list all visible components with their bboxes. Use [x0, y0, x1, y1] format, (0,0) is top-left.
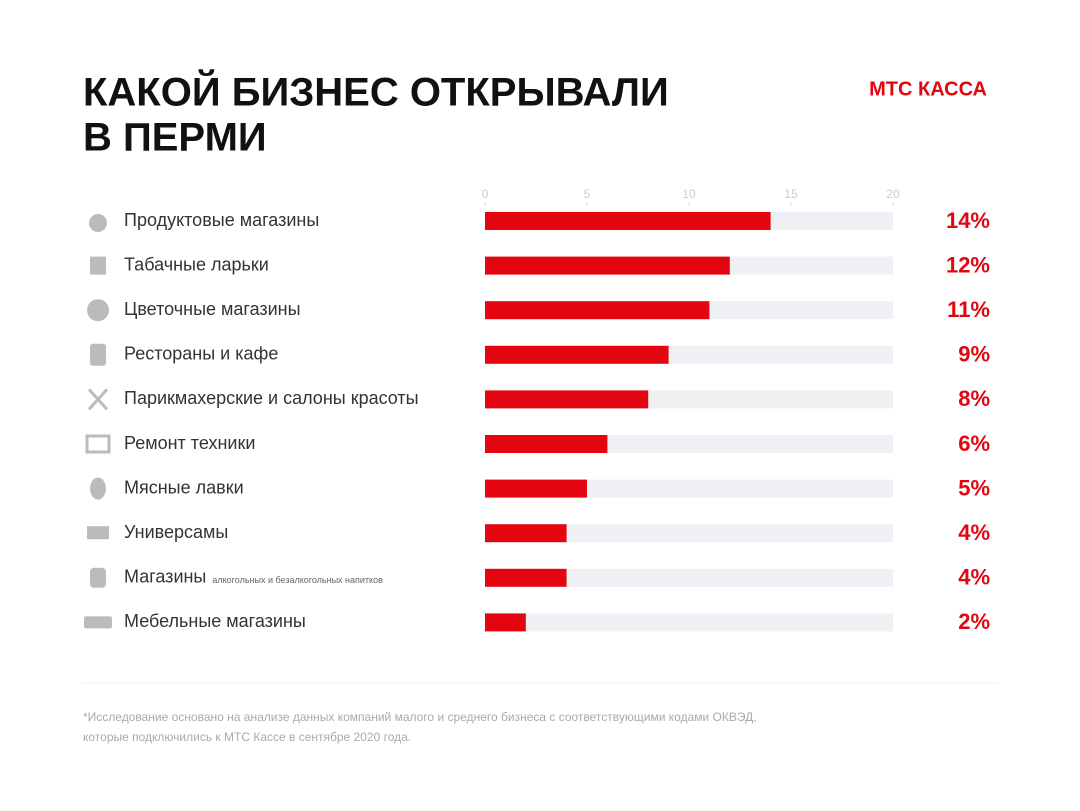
icon [87, 526, 109, 540]
bar [485, 301, 710, 320]
value-label: 12% [946, 252, 990, 277]
footnote: которые подключились к МТС Кассе в сентя… [83, 730, 411, 744]
category-label: Парикмахерские и салоны красоты [124, 388, 419, 408]
x-tick-label: 5 [584, 187, 591, 201]
bar [485, 345, 669, 364]
bar-track [485, 524, 893, 543]
chart-title: В ПЕРМИ [83, 116, 267, 160]
bar [485, 212, 771, 230]
category-label: Рестораны и кафе [124, 344, 278, 364]
category-label: Мебельные магазины [124, 611, 306, 631]
x-tick-label: 0 [482, 187, 489, 201]
bar-track [485, 568, 893, 587]
icon [85, 434, 111, 454]
bar [485, 256, 730, 275]
icon [84, 616, 112, 629]
value-label: 9% [958, 342, 990, 367]
value-label: 2% [958, 609, 990, 634]
bar [485, 390, 649, 409]
bar [485, 435, 608, 453]
category-label: Ремонт техники [124, 433, 255, 453]
icon [87, 388, 109, 411]
bar-track [485, 613, 893, 632]
icon [90, 343, 106, 366]
footnote: *Исследование основано на анализе данных… [83, 710, 757, 724]
value-label: 4% [958, 565, 990, 590]
bar [485, 613, 526, 632]
value-label: 4% [958, 520, 990, 545]
category-label: Табачные ларьки [124, 254, 269, 274]
value-label: 8% [958, 386, 990, 411]
x-tick-label: 20 [886, 187, 900, 201]
icon [89, 214, 107, 232]
category-label: Мясные лавки [124, 477, 244, 497]
category-note: алкогольных и безалкогольных напитков [212, 575, 383, 585]
value-label: 6% [958, 431, 990, 456]
x-tick-label: 10 [682, 187, 696, 201]
value-label: 11% [947, 297, 990, 322]
icon [87, 299, 109, 322]
icon [90, 567, 106, 588]
icon [90, 477, 106, 500]
value-label: 5% [958, 475, 990, 500]
x-tick-label: 15 [784, 187, 798, 201]
category-label: Цветочные магазины [124, 299, 301, 319]
value-label: 14% [946, 208, 990, 233]
bar [485, 524, 567, 543]
category-label: Продуктовые магазины [124, 210, 319, 230]
bar [485, 479, 587, 498]
category-label: Универсамы [124, 522, 228, 542]
brand: МТС КАССА [869, 78, 987, 100]
chart-title: КАКОЙ БИЗНЕС ОТКРЫВАЛИ [83, 69, 669, 115]
category-label: Магазины [124, 567, 206, 587]
icon [90, 256, 106, 275]
bar [485, 568, 567, 587]
